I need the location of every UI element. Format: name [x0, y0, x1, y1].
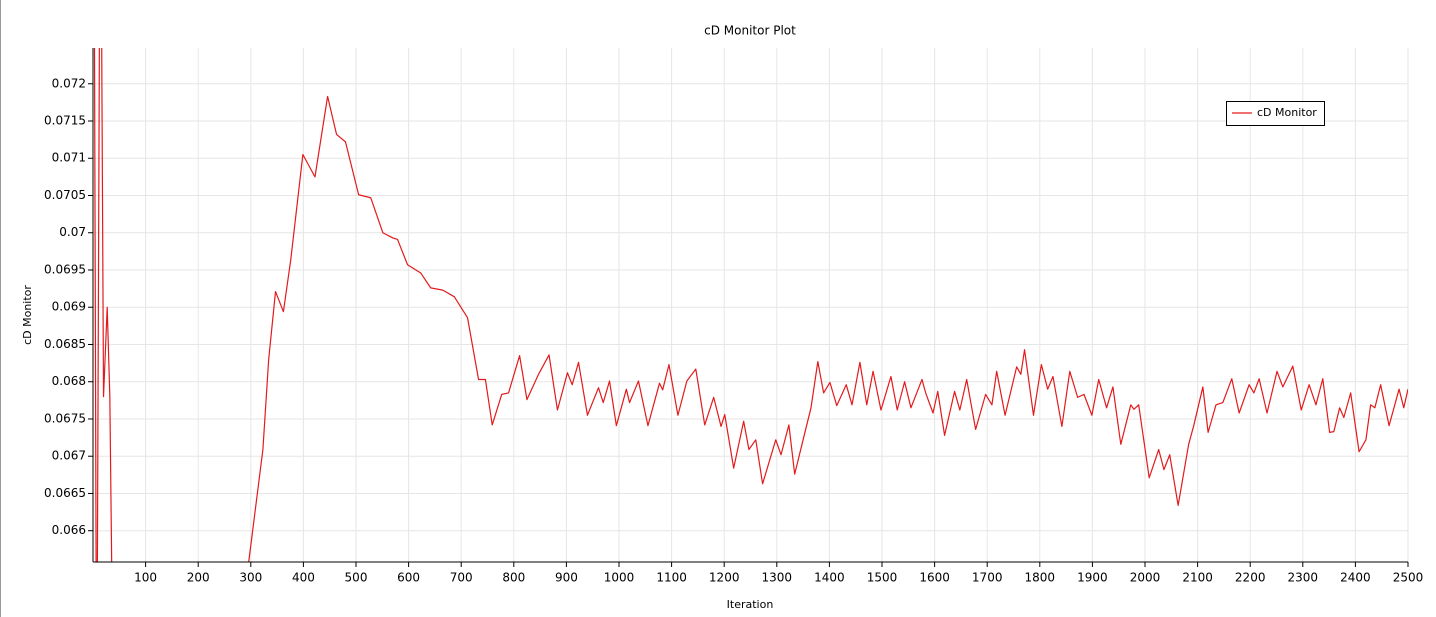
y-tick-label: 0.0685: [44, 337, 86, 351]
x-tick-label: 300: [239, 571, 262, 585]
x-tick-label: 2100: [1182, 571, 1213, 585]
y-tick-label: 0.0695: [44, 262, 86, 276]
x-tick-label: 1200: [709, 571, 740, 585]
y-tick-label: 0.068: [52, 374, 86, 388]
legend-box: [1226, 101, 1325, 126]
x-tick-label: 800: [502, 571, 525, 585]
x-tick-label: 1400: [814, 571, 845, 585]
x-tick-label: 700: [450, 571, 473, 585]
axes: 0.066 0.0665 0.067 0.0675 0.068 0.0685 0.069 0.…: [44, 48, 1423, 585]
x-tick-label: 1100: [656, 571, 687, 585]
series-layer: [93, 48, 1408, 562]
y-tick-label: 0.07: [59, 225, 86, 239]
chart-title: cD Monitor Plot: [704, 24, 796, 38]
x-tick-label: 2200: [1235, 571, 1266, 585]
x-tick-label: 2500: [1393, 571, 1424, 585]
x-tick-label: 1500: [867, 571, 898, 585]
y-tick-label: 0.071: [52, 151, 86, 165]
x-tick-label: 900: [555, 571, 578, 585]
y-tick-label: 0.0665: [44, 486, 86, 500]
x-tick-label: 1300: [762, 571, 793, 585]
x-tick-label: 400: [292, 571, 315, 585]
x-tick-label: 600: [397, 571, 420, 585]
data-line: [93, 48, 1408, 562]
y-tick-label: 0.0705: [44, 188, 86, 202]
x-tick-label: 200: [187, 571, 210, 585]
grid: [93, 48, 1409, 562]
y-tick-label: 0.072: [52, 76, 86, 90]
x-tick-label: 2300: [1288, 571, 1319, 585]
x-tick-label: 2000: [1130, 571, 1161, 585]
y-tick-label: 0.067: [52, 449, 86, 463]
y-tick-label: 0.069: [52, 300, 86, 314]
y-tick-label: 0.0675: [44, 411, 86, 425]
y-tick-label: 0.066: [52, 523, 86, 537]
x-tick-label: 1000: [604, 571, 635, 585]
legend: cD Monitor: [1226, 101, 1325, 126]
y-axis-label: cD Monitor: [21, 285, 34, 345]
x-tick-label: 500: [345, 571, 368, 585]
y-tick-label: 0.0715: [44, 114, 86, 128]
x-tick-label: 1600: [919, 571, 950, 585]
x-tick-label: 100: [134, 571, 157, 585]
x-tick-label: 1900: [1077, 571, 1108, 585]
legend-label: cD Monitor: [1257, 106, 1317, 119]
x-tick-label: 1800: [1025, 571, 1056, 585]
x-tick-label: 2400: [1340, 571, 1371, 585]
x-axis-label: Iteration: [727, 598, 774, 611]
x-tick-label: 1700: [972, 571, 1003, 585]
